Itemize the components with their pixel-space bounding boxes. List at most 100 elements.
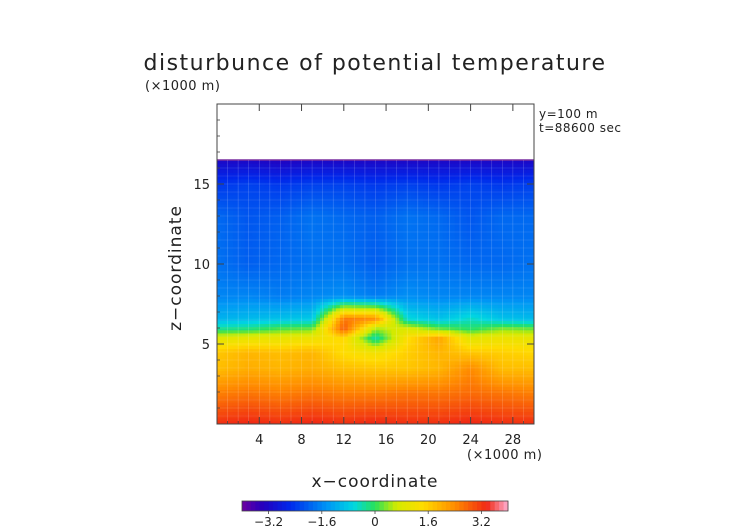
heatmap-cell bbox=[300, 345, 305, 350]
heatmap-cell bbox=[316, 279, 321, 284]
heatmap-cell bbox=[446, 402, 452, 406]
heatmap-cell bbox=[482, 351, 488, 356]
heatmap-cell bbox=[316, 398, 321, 403]
heatmap-cell bbox=[446, 285, 452, 290]
heatmap-cell bbox=[276, 263, 281, 268]
heatmap-cell bbox=[232, 351, 238, 356]
heatmap-cell bbox=[300, 405, 305, 409]
heatmap-cell bbox=[403, 367, 408, 372]
heatmap-cell bbox=[466, 307, 472, 312]
heatmap-cell bbox=[438, 288, 444, 293]
heatmap-cell bbox=[217, 254, 222, 259]
heatmap-cell bbox=[248, 260, 254, 265]
heatmap-cell bbox=[276, 285, 281, 290]
heatmap-cell bbox=[415, 285, 420, 290]
heatmap-cell bbox=[323, 282, 329, 287]
heatmap-cell bbox=[236, 276, 242, 281]
heatmap-cell bbox=[323, 276, 329, 281]
heatmap-cell bbox=[272, 373, 278, 378]
heatmap-cell bbox=[300, 361, 305, 365]
heatmap-cell bbox=[395, 301, 400, 306]
heatmap-cell bbox=[434, 376, 440, 381]
heatmap-cell bbox=[446, 361, 452, 365]
heatmap-cell bbox=[375, 408, 381, 413]
heatmap-cell bbox=[308, 317, 313, 321]
heatmap-cell bbox=[296, 320, 301, 325]
heatmap-cell bbox=[510, 339, 515, 343]
heatmap-cell bbox=[482, 370, 488, 375]
heatmap-cell bbox=[288, 320, 293, 325]
heatmap-cell bbox=[430, 336, 436, 340]
heatmap-cell bbox=[403, 273, 408, 277]
heatmap-cell bbox=[438, 276, 444, 281]
heatmap-cell bbox=[526, 414, 531, 419]
heatmap-cell bbox=[371, 263, 377, 268]
heatmap-cell bbox=[316, 405, 321, 409]
heatmap-cell bbox=[415, 263, 420, 268]
heatmap-cell bbox=[430, 386, 436, 391]
heatmap-cell bbox=[458, 392, 464, 397]
heatmap-cell bbox=[335, 248, 341, 252]
heatmap-cell bbox=[252, 395, 258, 400]
heatmap-cell bbox=[236, 376, 242, 381]
heatmap-cell bbox=[450, 420, 456, 424]
heatmap-cell bbox=[343, 392, 349, 397]
heatmap-cell bbox=[312, 398, 317, 403]
heatmap-cell bbox=[498, 383, 503, 387]
heatmap-cell bbox=[280, 420, 285, 424]
heatmap-cell bbox=[482, 273, 488, 277]
heatmap-cell bbox=[466, 310, 472, 315]
heatmap-cell bbox=[530, 273, 534, 277]
heatmap-cell bbox=[383, 292, 388, 296]
heatmap-cell bbox=[284, 395, 289, 400]
heatmap-cell bbox=[486, 329, 492, 334]
heatmap-cell bbox=[434, 285, 440, 290]
heatmap-cell bbox=[335, 420, 341, 424]
heatmap-cell bbox=[442, 380, 448, 384]
heatmap-cell bbox=[506, 332, 511, 337]
heatmap-cell bbox=[316, 226, 321, 230]
heatmap-cell bbox=[494, 332, 499, 337]
heatmap-cell bbox=[335, 386, 341, 391]
heatmap-cell bbox=[530, 329, 534, 334]
heatmap-cell bbox=[256, 389, 262, 394]
heatmap-cell bbox=[454, 241, 460, 246]
heatmap-cell bbox=[367, 273, 373, 277]
heatmap-cell bbox=[407, 238, 412, 243]
heatmap-cell bbox=[363, 402, 369, 406]
heatmap-cell bbox=[327, 354, 333, 359]
heatmap-cell bbox=[383, 345, 388, 350]
heatmap-cell bbox=[486, 370, 492, 375]
heatmap-cell bbox=[415, 408, 420, 413]
heatmap-cell bbox=[304, 310, 309, 315]
heatmap-cell bbox=[395, 251, 400, 255]
heatmap-cell bbox=[383, 285, 388, 290]
heatmap-cell bbox=[518, 279, 523, 284]
heatmap-cell bbox=[498, 282, 503, 287]
heatmap-cell bbox=[343, 414, 349, 419]
heatmap-cell bbox=[415, 361, 420, 365]
heatmap-cell bbox=[415, 238, 420, 243]
heatmap-cell bbox=[530, 373, 534, 378]
heatmap-cell bbox=[284, 420, 289, 424]
heatmap-cell bbox=[478, 238, 484, 243]
heatmap-cell bbox=[323, 235, 329, 240]
heatmap-cell bbox=[434, 345, 440, 350]
heatmap-cell bbox=[462, 420, 468, 424]
heatmap-cell bbox=[236, 248, 242, 252]
heatmap-cell bbox=[228, 317, 234, 321]
heatmap-cell bbox=[506, 345, 511, 350]
heatmap-cell bbox=[530, 263, 534, 268]
heatmap-cell bbox=[284, 405, 289, 409]
heatmap-cell bbox=[486, 345, 492, 350]
heatmap-cell bbox=[375, 295, 381, 299]
heatmap-cell bbox=[331, 323, 337, 328]
heatmap-cell bbox=[343, 351, 349, 356]
heatmap-cell bbox=[268, 257, 274, 262]
heatmap-cell bbox=[478, 288, 484, 293]
heatmap-cell bbox=[403, 238, 408, 243]
heatmap-cell bbox=[292, 326, 297, 331]
heatmap-cell bbox=[304, 276, 309, 281]
heatmap-cell bbox=[490, 279, 495, 284]
heatmap-cell bbox=[367, 244, 373, 249]
